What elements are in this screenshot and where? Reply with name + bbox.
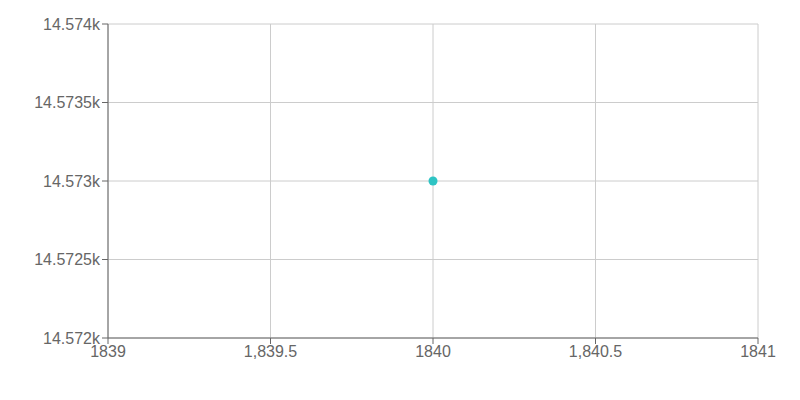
svg-text:14.573k: 14.573k [43,173,101,190]
svg-text:1839: 1839 [90,343,126,361]
svg-text:14.5735k: 14.5735k [34,94,101,111]
svg-text:14.5725k: 14.5725k [34,251,101,268]
svg-text:1,839.5: 1,839.5 [244,343,297,360]
svg-text:1,840.5: 1,840.5 [569,343,622,360]
svg-text:14.572k: 14.572k [43,330,101,347]
svg-text:1841: 1841 [740,343,776,360]
svg-text:14.574k: 14.574k [43,16,101,33]
svg-text:1840: 1840 [415,343,451,360]
